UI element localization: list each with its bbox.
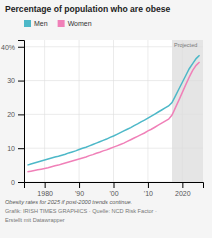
grid bbox=[24, 40, 203, 182]
x-tick: '00 bbox=[109, 182, 118, 197]
x-tick: 2020 bbox=[175, 182, 191, 197]
projected-band bbox=[172, 40, 203, 182]
y-tick: 40% bbox=[1, 44, 24, 51]
y-tick-mark bbox=[18, 148, 24, 149]
y-tick: 30 bbox=[7, 77, 24, 84]
x-tick-label: '90 bbox=[75, 190, 84, 197]
y-tick: 10 bbox=[7, 145, 24, 152]
grid-line-x bbox=[79, 40, 80, 182]
plot: Projected 1980 '90 '00 '10 2020 0 10 20 30 40% bbox=[1, 40, 204, 197]
legend-swatch bbox=[24, 20, 31, 27]
plot-background bbox=[24, 40, 203, 182]
x-tick: 1980 bbox=[37, 182, 53, 197]
lines bbox=[27, 55, 199, 172]
y-tick: 20 bbox=[7, 111, 24, 118]
y-tick-mark bbox=[18, 47, 24, 48]
annotation: Projected bbox=[174, 42, 197, 48]
note: Obesity rates for 2025 if post-2000 tren… bbox=[5, 199, 132, 205]
y-tick: 0 bbox=[11, 179, 24, 186]
grid-line-x bbox=[147, 40, 148, 182]
y-axis-line bbox=[18, 41, 25, 183]
x-axis-line bbox=[25, 183, 204, 189]
y-tick-mark bbox=[18, 114, 24, 115]
x-tick-mark bbox=[45, 182, 46, 188]
y-tick-mark bbox=[18, 81, 24, 82]
y-axis: 0 10 20 30 40% bbox=[1, 41, 25, 186]
y-tick-label: 40% bbox=[1, 44, 15, 51]
x-tick: '90 bbox=[75, 182, 84, 197]
legend-label: Men bbox=[34, 20, 48, 27]
note: Erstellt mit Datawrapper bbox=[5, 217, 65, 223]
grid-line-x bbox=[182, 40, 183, 182]
x-tick-mark bbox=[148, 182, 149, 188]
legend-item: Women bbox=[58, 20, 92, 27]
x-tick-label: '10 bbox=[144, 190, 153, 197]
title: Percentage of population who are obese bbox=[5, 4, 170, 14]
y-tick-label: 0 bbox=[11, 179, 15, 186]
y-tick-label: 20 bbox=[7, 111, 15, 118]
y-tick-label: 10 bbox=[7, 145, 15, 152]
x-axis: 1980 '90 '00 '10 2020 bbox=[25, 182, 204, 197]
note: Grafik: IRISH TIMES GRAPHICS · Quelle: N… bbox=[5, 208, 157, 214]
x-tick-mark bbox=[182, 182, 183, 188]
legend-item: Men bbox=[24, 20, 48, 27]
x-tick: '10 bbox=[144, 182, 153, 197]
x-tick-label: 1980 bbox=[37, 190, 53, 197]
series-line bbox=[27, 62, 199, 172]
y-tick-label: 30 bbox=[7, 77, 15, 84]
marks bbox=[172, 40, 203, 182]
grid-line-x bbox=[113, 40, 114, 182]
x-tick-label: 2020 bbox=[175, 190, 191, 197]
x-tick-label: '00 bbox=[109, 190, 118, 197]
chart: Percentage of population who are obese Pr… bbox=[0, 0, 212, 238]
legend-swatch bbox=[58, 20, 65, 27]
x-tick-mark bbox=[79, 182, 80, 188]
legend: Men Women bbox=[24, 20, 92, 27]
x-tick-mark bbox=[114, 182, 115, 188]
legend-label: Women bbox=[68, 20, 92, 27]
y-tick-mark bbox=[18, 182, 24, 183]
